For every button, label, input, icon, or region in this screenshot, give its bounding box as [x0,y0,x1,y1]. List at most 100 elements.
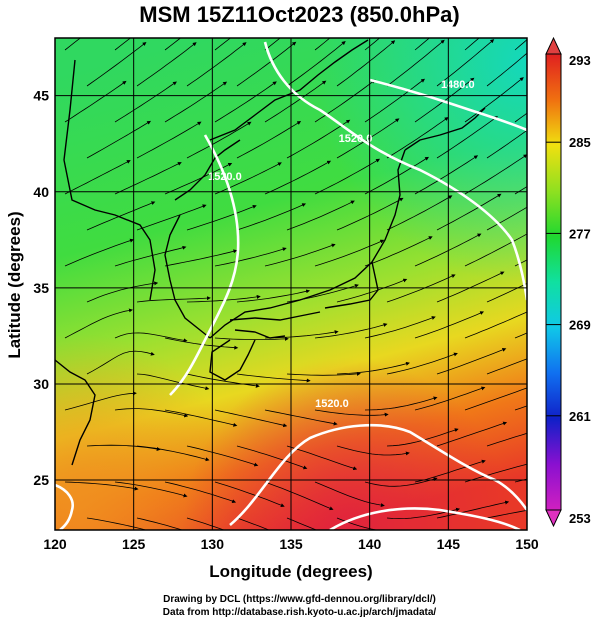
streamline [464,463,527,483]
streamline [514,112,527,123]
lon-tick-label: 125 [122,536,146,552]
streamline [164,409,238,427]
streamline [386,195,453,231]
streamline [186,294,261,303]
streamline [386,117,449,159]
streamline [414,386,486,411]
colorbar-tick-label: 277 [569,226,591,241]
lat-tick-labels: 25 30 35 40 45 [33,88,49,488]
streamline [86,517,148,530]
streamline [464,38,480,51]
streamline [86,41,147,87]
lat-tick-label: 35 [33,280,49,296]
streamline [414,233,482,267]
streamline [486,509,527,519]
streamline [186,204,257,231]
streamline [214,247,287,267]
streamline [464,231,527,267]
lon-tick-label: 135 [279,536,303,552]
streamline [236,517,271,530]
lon-tick-labels: 120 125 130 135 140 145 150 [43,536,539,552]
contour-label: 1520.0 [315,398,349,410]
height-contours [55,41,527,530]
x-axis-label: Longitude (degrees) [209,562,372,581]
streamline [464,154,527,195]
streamline [414,155,479,195]
streamline [464,311,527,339]
streamline [114,481,188,498]
streamline [236,41,297,87]
streamline [64,160,131,195]
streamline [286,517,318,530]
streamline [264,409,338,426]
streamline [314,79,376,123]
streamline [136,517,184,530]
plot-frame [54,37,528,531]
lon-tick-label: 120 [43,536,67,552]
streamline [314,409,389,417]
streamline [364,477,438,487]
streamline [514,259,527,267]
streamline [336,118,400,159]
streamline [336,361,410,375]
streamline [264,481,334,511]
contour-label: 1520.0 [208,171,242,183]
streamline [264,160,332,195]
colorbar-bottom-triangle [545,509,562,528]
credit-line-1: Drawing by DCL (https://www.gfd-dennou.o… [163,594,436,605]
streamline [264,38,281,51]
streamline [336,517,379,530]
streamline [186,445,259,467]
streamline [214,481,285,508]
streamline [64,80,127,123]
contour-label: 1480.0 [441,79,475,91]
streamline [86,350,155,375]
streamline [64,238,134,267]
streamline [114,38,131,51]
streamline [286,119,351,159]
streamline [114,408,189,418]
streamline [214,162,282,195]
streamline [186,373,260,388]
streamline [264,243,336,267]
streamline [364,156,429,195]
lon-tick-label: 145 [437,536,461,552]
map-title: MSM 15Z11Oct2023 (850.0hPa) [139,2,460,27]
streamline [236,203,307,231]
streamline [186,42,247,87]
streamline [336,40,396,87]
streamline [486,129,527,159]
streamline [314,481,385,508]
colorbar-tick-label: 269 [569,318,591,333]
streamline [364,236,433,267]
colorbar-tick-label: 293 [569,53,591,68]
streamline [314,158,381,195]
contour-label: 1520.0 [339,133,373,145]
streamline [414,459,486,483]
streamline [164,81,228,123]
streamline [186,517,226,530]
streamline [464,387,527,411]
streamline [86,201,156,231]
streamline [164,337,239,350]
streamline [236,445,308,470]
lon-tick-label: 150 [515,536,539,552]
streamline [236,121,302,159]
streamline [136,42,197,87]
streamline [214,81,277,123]
streamline [286,200,355,231]
contour-labels: 1480.0 1520.0 1520.0 1520.0 [208,79,475,410]
streamline [286,41,346,87]
streamline [486,283,527,303]
streamline [214,38,231,51]
map-grid [54,38,528,530]
streamline [414,311,485,339]
streamline [114,162,182,195]
lat-tick-label: 30 [33,376,49,392]
streamline [64,391,137,411]
streamline [64,481,139,491]
credits: Drawing by DCL (https://www.gfd-dennou.o… [0,593,599,619]
streamline [64,38,81,51]
streamline [64,308,133,339]
streamline [114,332,188,343]
